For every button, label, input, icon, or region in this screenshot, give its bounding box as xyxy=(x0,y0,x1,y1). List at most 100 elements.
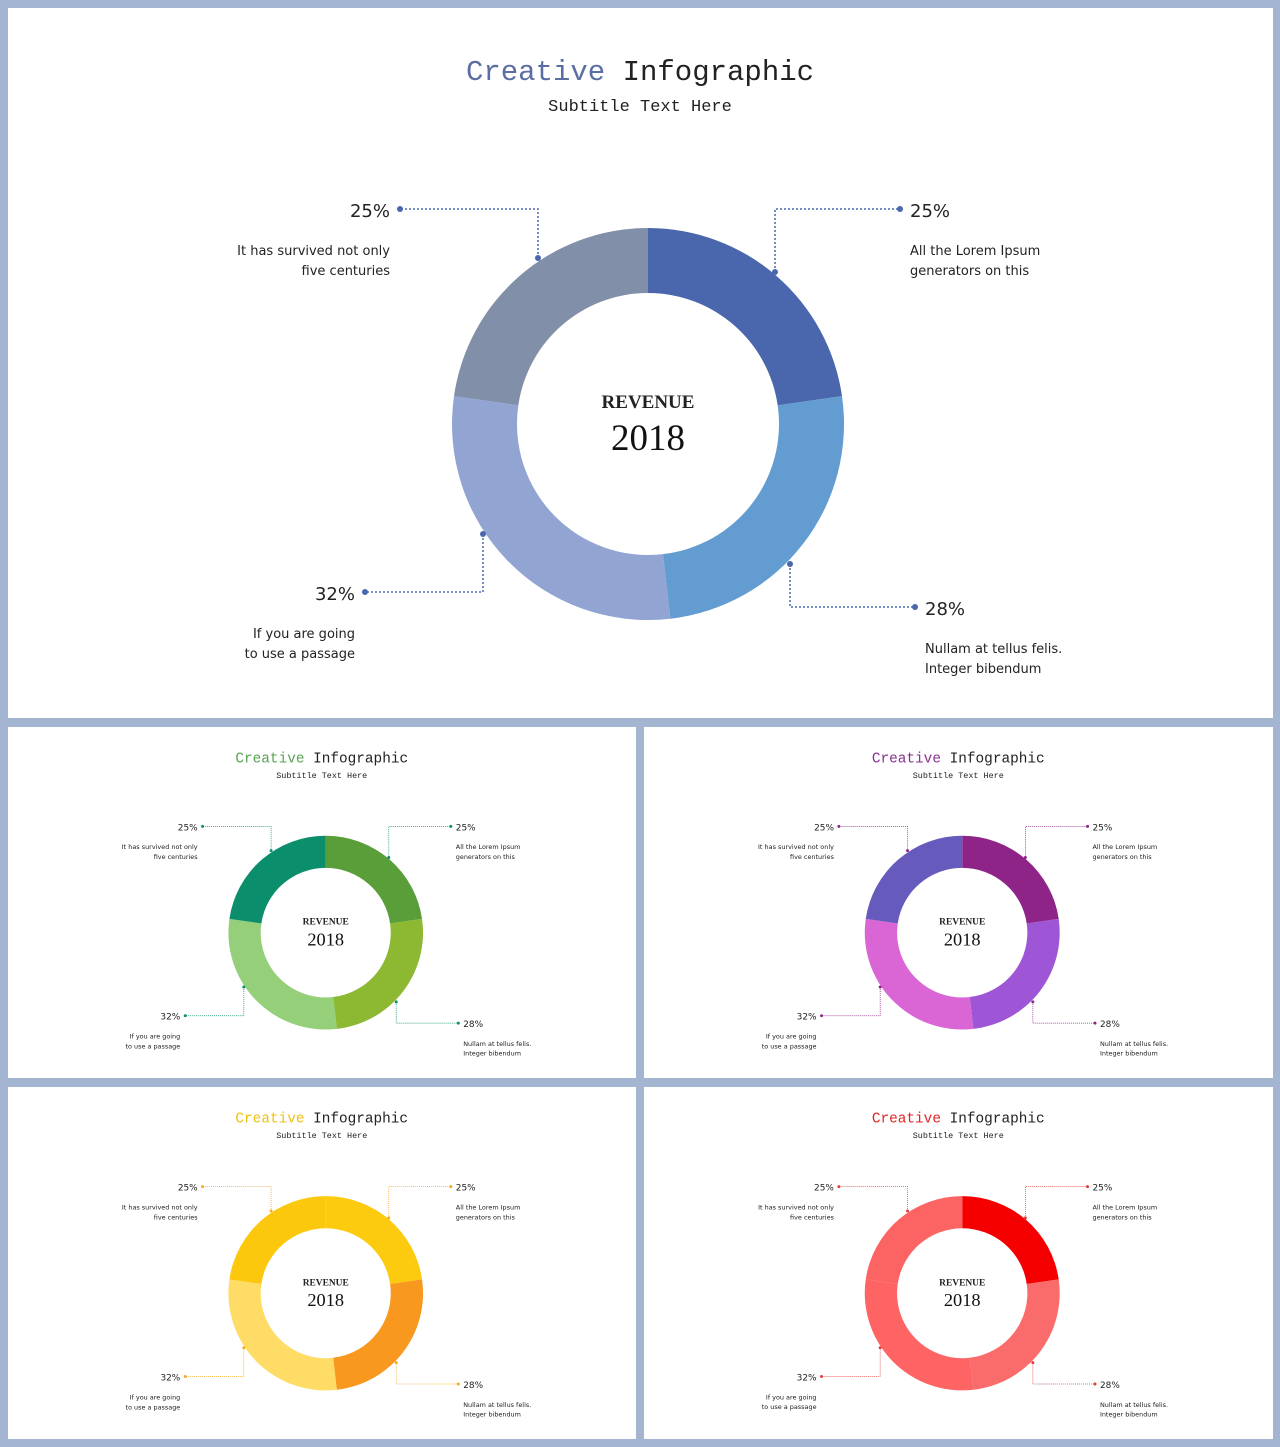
title-accent: Creative xyxy=(872,752,941,768)
description-2-line-2: Integer bibendum xyxy=(925,662,1041,677)
leader-dot-ring-1 xyxy=(1023,856,1027,859)
description-4-line-1: It has survived not only xyxy=(758,1203,834,1211)
page-title: Creative Infographic xyxy=(872,1112,1045,1128)
donut-segment-1 xyxy=(962,1196,1059,1284)
leader-dot-end-3 xyxy=(183,1014,187,1018)
percent-label-3: 32% xyxy=(160,1013,180,1023)
leader-dot-ring-4 xyxy=(906,849,910,853)
leader-line-1 xyxy=(388,1186,451,1218)
slide-green: Creative Infographic Subtitle Text Here RE… xyxy=(8,727,636,1078)
description-4-line-2: five centuries xyxy=(302,264,391,279)
percent-label-2: 28% xyxy=(925,599,965,620)
leader-dot-ring-1 xyxy=(387,856,391,859)
leader-dot-ring-2 xyxy=(787,561,793,567)
percent-label-4: 25% xyxy=(178,1184,198,1194)
description-3-line-1: If you are going xyxy=(766,1032,817,1040)
percent-label-2: 28% xyxy=(463,1020,483,1030)
donut-segment-2 xyxy=(969,918,1060,1029)
leader-dot-end-1 xyxy=(449,1185,453,1189)
donut-segment-2 xyxy=(662,396,844,619)
description-2-line-2: Integer bibendum xyxy=(1100,1411,1158,1419)
center-label: REVENUE xyxy=(602,392,695,413)
leader-dot-end-4 xyxy=(837,1185,841,1189)
description-2-line-2: Integer bibendum xyxy=(463,1411,521,1419)
donut-segment-3 xyxy=(228,1279,337,1391)
percent-label-4: 25% xyxy=(814,823,834,833)
percent-label-3: 32% xyxy=(797,1013,817,1023)
page-subtitle: Subtitle Text Here xyxy=(913,771,1004,781)
slide-red: Creative Infographic Subtitle Text Here RE… xyxy=(644,1087,1273,1439)
infographic-canvas: Creative Infographic Subtitle Text Here RE… xyxy=(122,752,532,1058)
center-label: REVENUE xyxy=(939,918,985,928)
page-title: Creative Infographic xyxy=(872,752,1045,768)
description-4-line-1: It has survived not only xyxy=(237,244,390,259)
center-year: 2018 xyxy=(944,1290,981,1310)
description-1-line-2: generators on this xyxy=(456,1213,516,1221)
leader-dot-end-1 xyxy=(897,206,903,212)
description-4-line-2: five centuries xyxy=(790,1213,835,1221)
description-1-line-2: generators on this xyxy=(910,264,1029,279)
percent-label-1: 25% xyxy=(1093,1184,1113,1194)
page-subtitle: Subtitle Text Here xyxy=(276,771,367,781)
leader-line-2 xyxy=(1032,1001,1095,1024)
percent-label-3: 32% xyxy=(160,1374,180,1384)
leader-line-4 xyxy=(838,825,908,851)
title-accent: Creative xyxy=(466,56,605,89)
leader-dot-ring-3 xyxy=(242,985,246,989)
percent-label-1: 25% xyxy=(1093,823,1113,833)
leader-line-4 xyxy=(202,1186,272,1211)
leader-line-1 xyxy=(388,825,451,858)
center-label: REVENUE xyxy=(303,918,349,928)
leader-dot-end-4 xyxy=(837,824,841,828)
title-rest: Infographic xyxy=(605,56,814,89)
leader-dot-end-3 xyxy=(183,1375,187,1379)
leader-line-3 xyxy=(185,1347,245,1377)
leader-line-2 xyxy=(789,564,915,608)
slide-purple: Creative Infographic Subtitle Text Here RE… xyxy=(644,727,1273,1078)
leader-dot-end-2 xyxy=(456,1382,460,1386)
center-label: REVENUE xyxy=(939,1278,985,1288)
percent-label-3: 32% xyxy=(797,1374,817,1384)
description-2-line-2: Integer bibendum xyxy=(1100,1050,1158,1058)
description-4-line-1: It has survived not only xyxy=(122,1203,198,1211)
leader-dot-end-4 xyxy=(201,1185,205,1189)
infographic-canvas: Creative Infographic Subtitle Text Here RE… xyxy=(758,752,1168,1058)
description-1-line-2: generators on this xyxy=(1093,1213,1153,1221)
description-4-line-2: five centuries xyxy=(154,853,199,861)
donut-segment-3 xyxy=(864,918,974,1030)
description-1-line-2: generators on this xyxy=(456,853,516,861)
leader-dot-ring-1 xyxy=(772,269,778,275)
donut-segment-1 xyxy=(325,835,423,924)
title-rest: Infographic xyxy=(941,1112,1045,1128)
infographic-canvas: Creative Infographic Subtitle Text Here RE… xyxy=(758,1112,1168,1419)
leader-dot-end-2 xyxy=(456,1021,460,1025)
description-4-line-1: It has survived not only xyxy=(758,843,834,851)
description-1-line-1: All the Lorem Ipsum xyxy=(456,1203,521,1211)
center-year: 2018 xyxy=(611,418,685,459)
description-1-line-1: All the Lorem Ipsum xyxy=(456,843,521,851)
description-3-line-2: to use a passage xyxy=(126,1403,181,1411)
leader-dot-ring-1 xyxy=(1023,1216,1027,1220)
leader-dot-ring-2 xyxy=(394,1000,398,1004)
infographic-canvas: Creative Infographic Subtitle Text Here RE… xyxy=(237,56,1062,677)
page-subtitle: Subtitle Text Here xyxy=(913,1131,1004,1141)
donut-segment-3 xyxy=(864,1279,974,1391)
description-3-line-2: to use a passage xyxy=(245,647,355,662)
percent-label-4: 25% xyxy=(814,1184,834,1194)
leader-dot-ring-3 xyxy=(878,1346,882,1350)
percent-label-2: 28% xyxy=(1100,1020,1120,1030)
description-3-line-1: If you are going xyxy=(130,1032,181,1040)
donut-segment-4 xyxy=(865,1196,963,1284)
donut-segment-1 xyxy=(648,228,843,406)
title-rest: Infographic xyxy=(304,752,408,768)
donut-segment-1 xyxy=(325,1196,423,1284)
donut-segment-4 xyxy=(229,1196,326,1284)
percent-label-2: 28% xyxy=(463,1381,483,1391)
leader-line-2 xyxy=(395,1362,459,1385)
leader-line-2 xyxy=(395,1001,459,1024)
leader-dot-end-2 xyxy=(912,604,918,610)
description-4-line-2: five centuries xyxy=(154,1213,198,1221)
donut-segment-2 xyxy=(333,918,424,1029)
leader-dot-end-2 xyxy=(1093,1382,1097,1386)
description-1-line-2: generators on this xyxy=(1093,853,1153,861)
